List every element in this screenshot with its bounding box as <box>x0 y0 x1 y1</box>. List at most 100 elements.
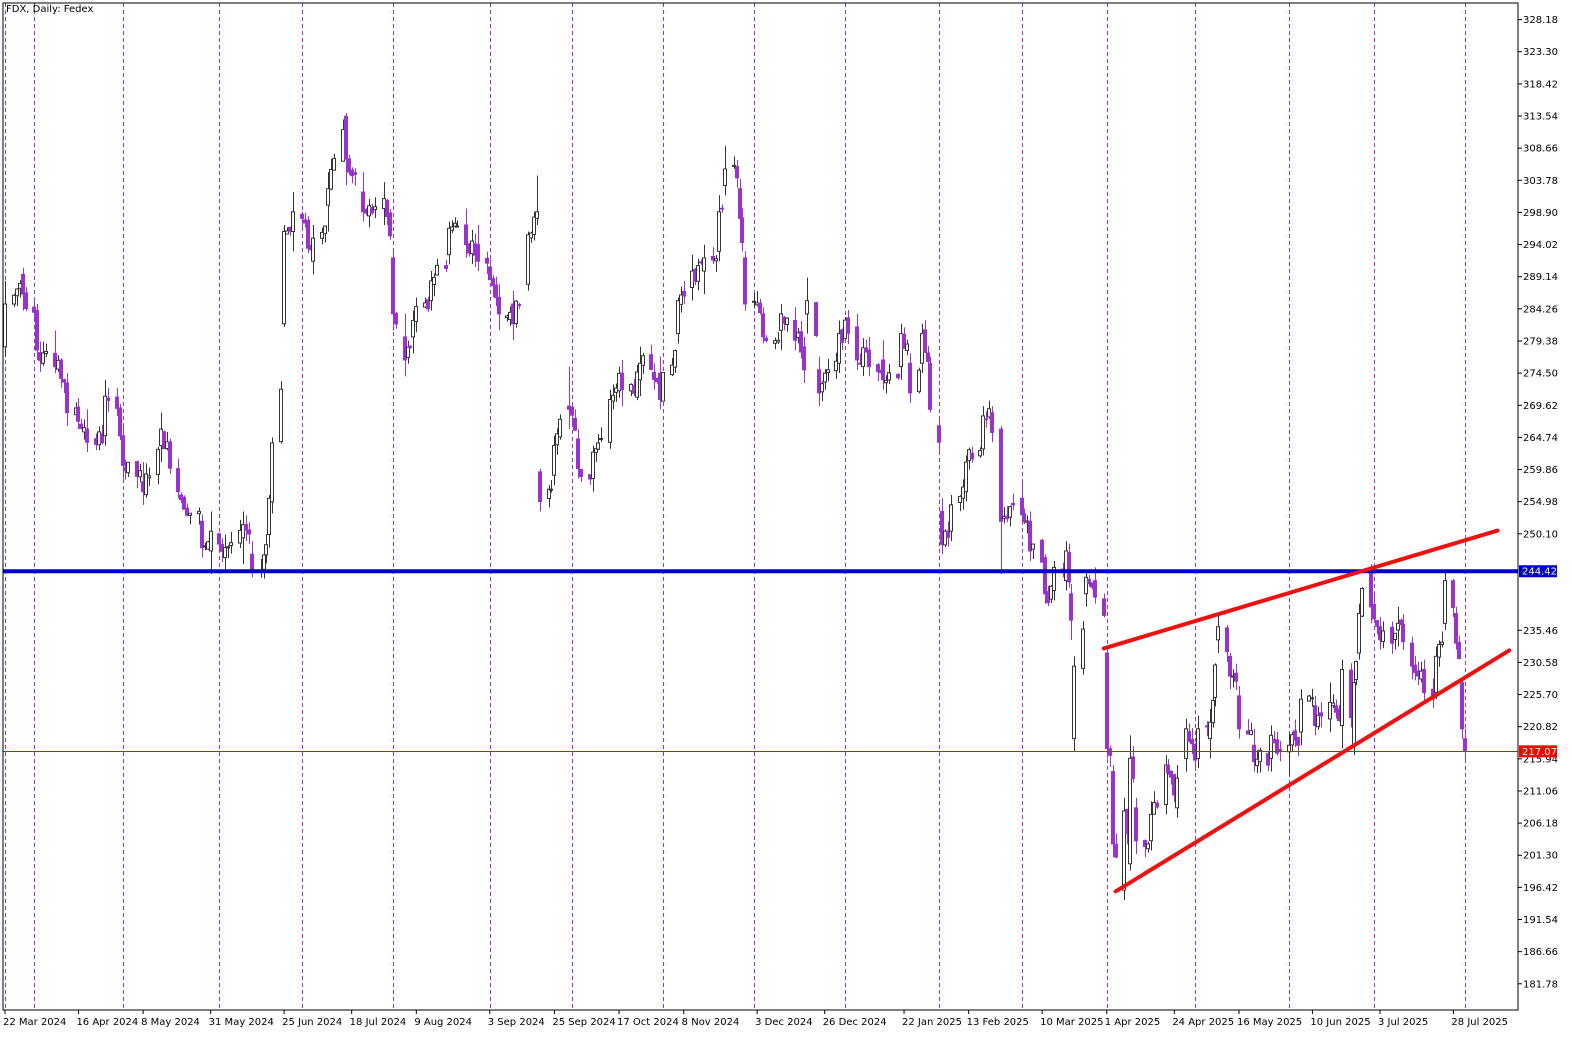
candle <box>332 153 336 171</box>
candle <box>1022 508 1026 525</box>
candle <box>673 349 677 374</box>
candle-body <box>740 217 744 243</box>
candle-body <box>1093 580 1097 598</box>
candle-body <box>21 273 25 295</box>
candle <box>740 208 744 252</box>
candle <box>752 293 756 309</box>
candle <box>1049 585 1053 603</box>
candle-body <box>717 211 721 252</box>
candle <box>990 406 994 443</box>
candle <box>1105 646 1109 759</box>
candle-body <box>41 352 45 364</box>
xtick-label: 24 Apr 2025 <box>1172 1017 1234 1028</box>
candle <box>573 409 577 431</box>
candle-body <box>1234 672 1238 682</box>
candle-body <box>1275 739 1279 754</box>
ytick-label: 289.14 <box>1523 272 1558 283</box>
candle-body <box>1067 552 1071 583</box>
candle-body <box>1255 758 1259 767</box>
candle <box>226 545 230 559</box>
candle-body <box>1340 669 1344 726</box>
candle-body <box>837 333 841 364</box>
ytick-label: 191.54 <box>1523 915 1558 926</box>
candle <box>200 514 204 558</box>
candle-body <box>226 546 230 549</box>
candle-body <box>649 354 653 370</box>
ytick-label: 254.98 <box>1523 497 1558 508</box>
lower-channel-line <box>1113 648 1512 894</box>
candle-body <box>1102 598 1106 616</box>
candle-body <box>332 157 336 171</box>
candle-body <box>793 319 797 341</box>
candle <box>168 438 172 474</box>
candle <box>855 313 859 370</box>
candle <box>1299 689 1303 746</box>
candle-body <box>1108 748 1112 756</box>
candle-body <box>494 284 498 299</box>
candle <box>270 437 274 514</box>
candle <box>1375 620 1379 635</box>
candle <box>711 247 715 265</box>
ytick-label: 284.26 <box>1523 304 1558 315</box>
candle-body <box>1190 738 1194 745</box>
candle-body <box>1149 813 1153 842</box>
candle-body <box>1049 585 1053 600</box>
chart-overlays <box>3 528 1518 894</box>
candle-body <box>426 299 430 310</box>
candle <box>1031 543 1035 559</box>
candle <box>558 414 562 440</box>
candle <box>426 296 430 312</box>
candle-body <box>35 310 39 351</box>
candle <box>394 311 398 329</box>
candle-body <box>311 237 315 262</box>
candle-body <box>599 437 603 440</box>
candle <box>814 301 818 338</box>
candle <box>329 158 333 191</box>
candle-body <box>949 504 953 532</box>
candle-body <box>764 337 768 342</box>
candle <box>147 467 151 487</box>
candle <box>1128 735 1132 871</box>
candle-body <box>1360 587 1364 617</box>
candle-body <box>1155 802 1159 808</box>
time-axis[interactable]: 22 Mar 2024 16 Apr 2024 8 May 2024 31 May 2… <box>3 1010 1508 1028</box>
candle <box>144 463 148 498</box>
candle <box>247 522 251 544</box>
candle-body <box>652 371 656 380</box>
candle <box>1196 715 1200 769</box>
candle-body <box>576 438 580 470</box>
candle <box>999 425 1003 575</box>
support-price-tag: 244.42 <box>1519 565 1557 578</box>
candle <box>450 220 454 233</box>
candle <box>937 415 941 453</box>
candle <box>1166 759 1170 775</box>
candle-body <box>1040 539 1044 563</box>
candle-body <box>1457 641 1461 660</box>
candle-body <box>1440 641 1444 646</box>
candle <box>447 221 451 265</box>
candle-body <box>1028 520 1032 552</box>
current-price-tag-box <box>1519 745 1557 758</box>
candle-body <box>1020 497 1024 516</box>
candle <box>928 356 932 413</box>
ytick-label: 250.10 <box>1523 529 1558 540</box>
candle-body <box>1152 802 1156 815</box>
candle-body <box>1252 744 1256 763</box>
candle-body <box>990 412 994 433</box>
candle <box>1175 765 1179 818</box>
xtick-label: 3 Sep 2024 <box>488 1017 545 1028</box>
candle-body <box>485 257 489 264</box>
candle-body <box>306 219 310 249</box>
candle-body <box>905 343 909 351</box>
candle-body <box>200 520 204 549</box>
candle <box>555 428 559 455</box>
candle <box>1255 750 1259 774</box>
candle-body <box>591 451 595 480</box>
candle <box>267 494 271 548</box>
candle-body <box>820 383 824 393</box>
candle <box>1108 745 1112 768</box>
price-axis[interactable]: 328.18 323.30 318.42 313.54 308.66 303.78 298.… <box>1518 15 1558 990</box>
candle <box>940 498 944 555</box>
